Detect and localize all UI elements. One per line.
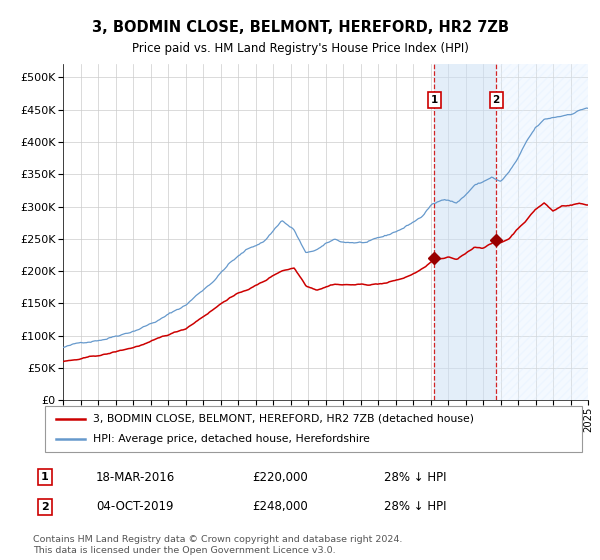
Text: 3, BODMIN CLOSE, BELMONT, HEREFORD, HR2 7ZB: 3, BODMIN CLOSE, BELMONT, HEREFORD, HR2 … <box>91 20 509 35</box>
Text: Contains HM Land Registry data © Crown copyright and database right 2024.
This d: Contains HM Land Registry data © Crown c… <box>33 535 403 555</box>
Bar <box>496 64 588 400</box>
Text: 1: 1 <box>41 472 49 482</box>
Text: 18-MAR-2016: 18-MAR-2016 <box>96 470 175 484</box>
Text: 1: 1 <box>431 95 438 105</box>
Text: £220,000: £220,000 <box>252 470 308 484</box>
Text: HPI: Average price, detached house, Herefordshire: HPI: Average price, detached house, Here… <box>94 434 370 444</box>
Text: £248,000: £248,000 <box>252 500 308 514</box>
Text: 3, BODMIN CLOSE, BELMONT, HEREFORD, HR2 7ZB (detached house): 3, BODMIN CLOSE, BELMONT, HEREFORD, HR2 … <box>94 414 475 424</box>
FancyBboxPatch shape <box>45 406 582 452</box>
Text: 2: 2 <box>493 95 500 105</box>
Text: 28% ↓ HPI: 28% ↓ HPI <box>384 470 446 484</box>
Text: 2: 2 <box>41 502 49 512</box>
Text: Price paid vs. HM Land Registry's House Price Index (HPI): Price paid vs. HM Land Registry's House … <box>131 42 469 55</box>
Text: 28% ↓ HPI: 28% ↓ HPI <box>384 500 446 514</box>
Bar <box>434 64 496 400</box>
Text: 04-OCT-2019: 04-OCT-2019 <box>96 500 173 514</box>
